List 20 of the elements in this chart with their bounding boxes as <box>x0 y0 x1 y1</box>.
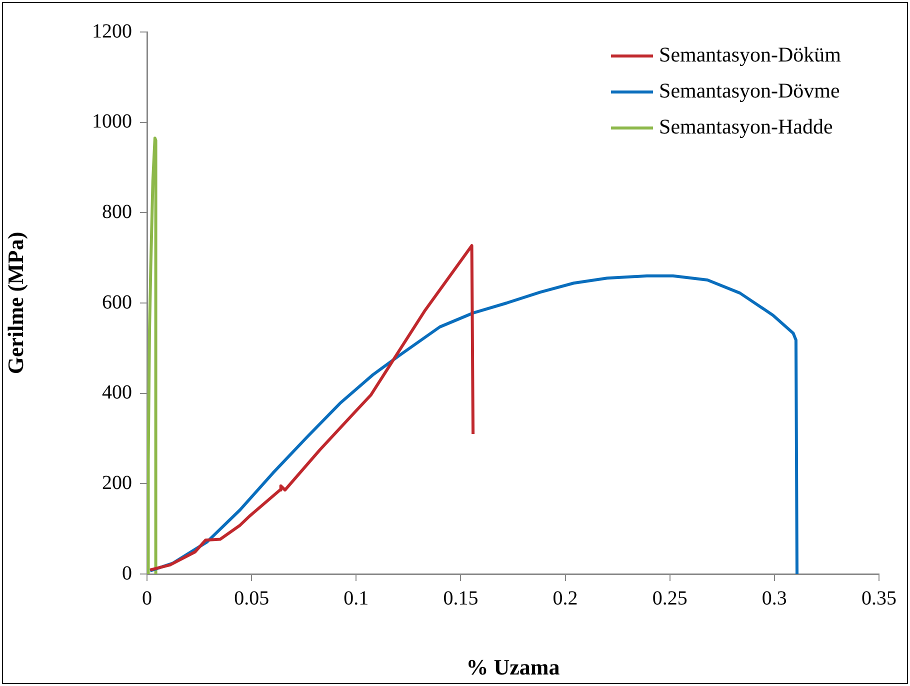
x-tick-label: 0.25 <box>652 587 688 610</box>
x-axis-title: % Uzama <box>466 654 560 680</box>
legend-label: Semantasyon-Döküm <box>659 42 842 67</box>
y-tick-label: 400 <box>102 382 132 404</box>
y-tick-label: 800 <box>102 200 132 223</box>
y-tick-label: 1000 <box>92 110 132 133</box>
legend-label: Semantasyon-Dövme <box>659 78 840 103</box>
x-tick-label: 0.05 <box>234 587 270 610</box>
x-tick-label: 0.2 <box>552 587 578 610</box>
y-tick-label: 1200 <box>92 20 132 42</box>
legend-label: Semantasyon-Hadde <box>659 114 833 139</box>
y-tick-label: 600 <box>102 291 132 314</box>
y-tick-label: 200 <box>102 472 132 494</box>
x-tick-label: 0.35 <box>862 587 896 610</box>
x-tick-label: 0.3 <box>762 587 787 610</box>
x-tick-label: 0.15 <box>443 587 478 610</box>
y-tick-label: 0 <box>122 562 132 584</box>
y-axis-title: Gerilme (MPa) <box>2 232 28 374</box>
x-tick-label: 0.1 <box>344 587 369 610</box>
x-tick-label: 0 <box>142 587 152 610</box>
